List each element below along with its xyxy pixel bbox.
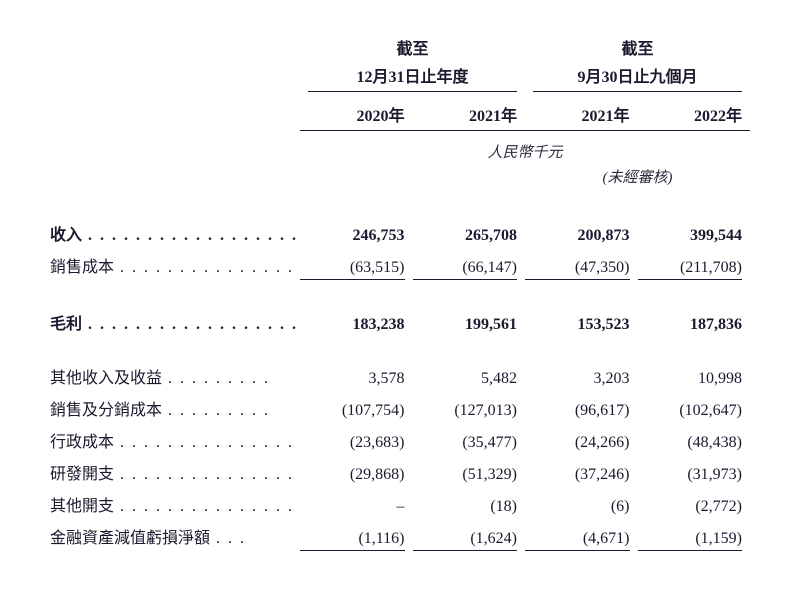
cell-other-exp-2021a: (18) — [413, 498, 526, 516]
cell-rd-2021a: (51,329) — [413, 466, 526, 484]
year-header-row: 2020年 2021年 2021年 2022年 — [50, 92, 750, 131]
cell-other-exp-2022: (2,772) — [638, 498, 751, 516]
cell-selling-2020: (107,754) — [300, 402, 413, 420]
label-impairment: 金融資產減值虧損淨額 . . . — [50, 524, 300, 548]
period1-top: 截至 — [300, 35, 525, 63]
cell-cogs-2020: (63,515) — [300, 259, 413, 280]
period-header-row: 截至 12月31日止年度 截至 9月30日止九個月 — [50, 35, 750, 92]
label-other-exp: 其他開支 . . . . . . . . . . . . . . . — [50, 492, 300, 516]
row-cogs: 銷售成本 . . . . . . . . . . . . . . . (63,5… — [50, 249, 750, 284]
row-impairment: 金融資產減值虧損淨額 . . . (1,116) (1,624) (4,671)… — [50, 520, 750, 555]
cell-other-exp-2021b: (6) — [525, 498, 638, 516]
row-revenue: 收入 . . . . . . . . . . . . . . . . . . .… — [50, 217, 750, 249]
row-rd: 研發開支 . . . . . . . . . . . . . . . (29,8… — [50, 456, 750, 488]
row-selling: 銷售及分銷成本 . . . . . . . . . (107,754) (127… — [50, 392, 750, 424]
cell-admin-2021b: (24,266) — [525, 434, 638, 452]
year-2020: 2020年 — [300, 92, 413, 131]
label-rd: 研發開支 . . . . . . . . . . . . . . . — [50, 460, 300, 484]
label-other-income: 其他收入及收益 . . . . . . . . . — [50, 364, 300, 388]
cell-cogs-2021a: (66,147) — [413, 259, 526, 280]
cell-revenue-2020: 246,753 — [300, 227, 413, 245]
row-gross-profit: 毛利 . . . . . . . . . . . . . . . . . . .… — [50, 306, 750, 338]
cell-selling-2021a: (127,013) — [413, 402, 526, 420]
cell-rd-2020: (29,868) — [300, 466, 413, 484]
row-admin: 行政成本 . . . . . . . . . . . . . . . (23,6… — [50, 424, 750, 456]
financial-table: 截至 12月31日止年度 截至 9月30日止九個月 2020年 2021年 20… — [50, 35, 750, 555]
cell-gross-2021b: 153,523 — [525, 316, 638, 334]
period1-sub: 12月31日止年度 — [308, 63, 517, 92]
period2-sub: 9月30日止九個月 — [533, 63, 742, 92]
cell-rd-2022: (31,973) — [638, 466, 751, 484]
label-admin: 行政成本 . . . . . . . . . . . . . . . — [50, 428, 300, 452]
period-group-2: 截至 9月30日止九個月 — [525, 35, 750, 92]
cell-other-income-2020: 3,578 — [300, 370, 413, 388]
year-2021b: 2021年 — [525, 92, 638, 131]
cell-impairment-2021b: (4,671) — [525, 530, 638, 551]
currency-unit: 人民幣千元 — [300, 131, 750, 166]
cell-other-income-2022: 10,998 — [638, 370, 751, 388]
cell-revenue-2022: 399,544 — [638, 227, 751, 245]
cell-gross-2022: 187,836 — [638, 316, 751, 334]
year-2022: 2022年 — [638, 92, 751, 131]
cell-admin-2022: (48,438) — [638, 434, 751, 452]
label-cogs: 銷售成本 . . . . . . . . . . . . . . . — [50, 253, 300, 277]
cell-admin-2021a: (35,477) — [413, 434, 526, 452]
period-group-1: 截至 12月31日止年度 — [300, 35, 525, 92]
label-revenue: 收入 . . . . . . . . . . . . . . . . . . .… — [50, 221, 300, 245]
cell-admin-2020: (23,683) — [300, 434, 413, 452]
cell-other-income-2021b: 3,203 — [525, 370, 638, 388]
cell-other-exp-2020: – — [300, 498, 413, 516]
cell-gross-2020: 183,238 — [300, 316, 413, 334]
row-other-exp: 其他開支 . . . . . . . . . . . . . . . – (18… — [50, 488, 750, 520]
row-other-income: 其他收入及收益 . . . . . . . . . 3,578 5,482 3,… — [50, 360, 750, 392]
label-selling: 銷售及分銷成本 . . . . . . . . . — [50, 396, 300, 420]
cell-revenue-2021a: 265,708 — [413, 227, 526, 245]
cell-other-income-2021a: 5,482 — [413, 370, 526, 388]
cell-impairment-2021a: (1,624) — [413, 530, 526, 551]
cell-revenue-2021b: 200,873 — [525, 227, 638, 245]
cell-impairment-2020: (1,116) — [300, 530, 413, 551]
cell-rd-2021b: (37,246) — [525, 466, 638, 484]
audit-note: (未經審核) — [525, 166, 750, 187]
cell-impairment-2022: (1,159) — [638, 530, 751, 551]
label-gross: 毛利 . . . . . . . . . . . . . . . . . . .… — [50, 310, 300, 334]
audit-row: (未經審核) — [50, 166, 750, 207]
unit-row: 人民幣千元 — [50, 131, 750, 166]
period2-top: 截至 — [525, 35, 750, 63]
year-2021a: 2021年 — [413, 92, 526, 131]
cell-gross-2021a: 199,561 — [413, 316, 526, 334]
cell-selling-2021b: (96,617) — [525, 402, 638, 420]
cell-cogs-2022: (211,708) — [638, 259, 751, 280]
cell-selling-2022: (102,647) — [638, 402, 751, 420]
cell-cogs-2021b: (47,350) — [525, 259, 638, 280]
